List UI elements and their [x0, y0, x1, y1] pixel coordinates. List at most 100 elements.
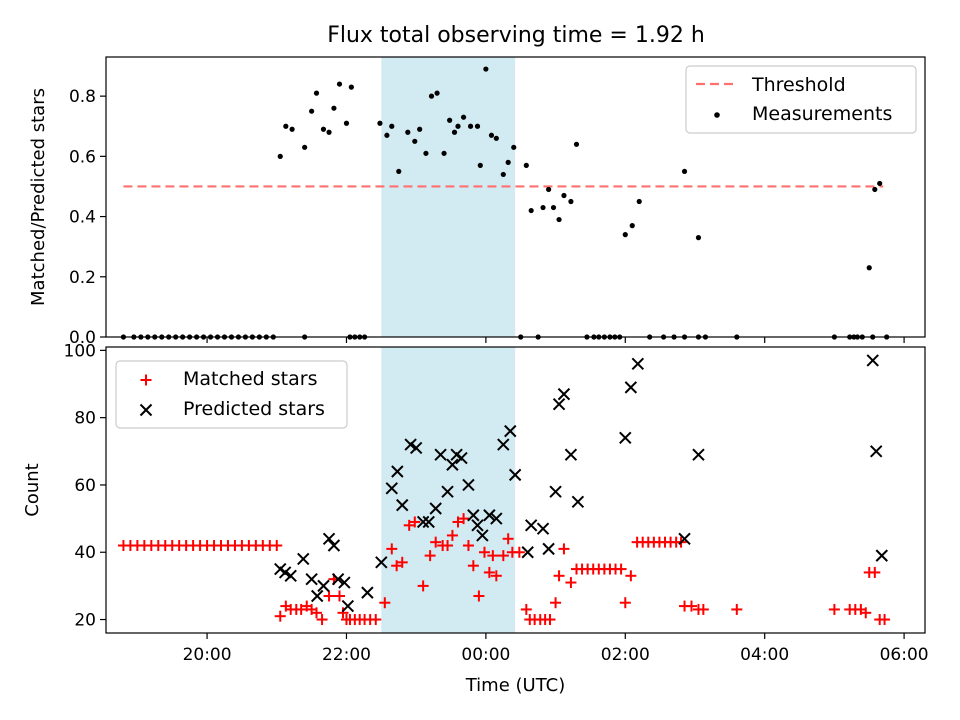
predicted-star-point [552, 397, 566, 411]
predicted-star-point [557, 387, 571, 401]
measurement-point [568, 198, 574, 205]
top-y-axis-ticks: 0.0 0.2 0.4 0.6 0.8 [69, 87, 106, 348]
legend-predicted-label: Predicted stars [183, 398, 325, 420]
measurement-point [377, 120, 383, 126]
measurement-point [493, 135, 499, 141]
predicted-star-point [441, 485, 454, 498]
matched-star-point [403, 519, 415, 531]
matched-star-point [615, 563, 627, 575]
measurement-point [283, 123, 289, 129]
matched-star-point [337, 607, 349, 619]
figure-title: Flux total observing time = 1.92 h [327, 23, 705, 48]
matched-star-point [513, 546, 525, 558]
measurement-point [336, 81, 343, 87]
bottom-legend: Matched stars Predicted stars [115, 360, 348, 429]
measurement-point [483, 66, 489, 72]
legend-threshold-label: Threshold [751, 74, 846, 96]
predicted-star-point [297, 552, 310, 566]
matched-star-point [625, 570, 637, 582]
measurement-point [441, 150, 447, 156]
matched-star-point [483, 566, 495, 578]
measurement-point [488, 132, 495, 138]
predicted-star-point [504, 424, 517, 438]
predicted-star-point [409, 441, 423, 455]
measurement-point [629, 223, 635, 229]
matched-star-point [553, 570, 565, 582]
predicted-star-point [327, 539, 341, 552]
predicted-stars-points [274, 354, 888, 613]
legend-matched-swatch [140, 374, 152, 386]
top-highlight-span [381, 57, 516, 337]
predicted-star-point [490, 512, 503, 525]
predicted-star-point [875, 549, 888, 562]
measurement-point [505, 159, 511, 165]
measurement-point [477, 162, 483, 168]
matched-star-point [828, 603, 840, 615]
predicted-star-point [678, 532, 691, 545]
predicted-star-point [462, 478, 475, 492]
predicted-star-point [524, 519, 538, 532]
predicted-star-point [416, 515, 430, 529]
measurement-point [405, 129, 411, 135]
predicted-star-point [331, 572, 345, 586]
measurement-point [511, 144, 517, 150]
measurement-point [455, 123, 461, 129]
bottom-x-tick-label: 20:00 [183, 645, 232, 665]
predicted-star-point [619, 431, 632, 445]
predicted-star-point [631, 357, 645, 371]
bottom-y-axis-label: Count [22, 463, 43, 516]
bottom-legend-box [115, 360, 348, 429]
predicted-star-point [396, 498, 409, 512]
legend-predicted-marker [139, 403, 153, 417]
predicted-star-point [508, 468, 522, 482]
measurement-point [326, 129, 332, 135]
predicted-star-point [536, 522, 550, 535]
measurement-point [540, 204, 546, 211]
top-legend: Threshold Measurements [685, 65, 917, 134]
matched-star-point [487, 550, 499, 562]
predicted-star-point [385, 482, 398, 495]
measurement-point [872, 186, 878, 193]
matched-star-point [409, 516, 421, 528]
matched-star-point [869, 566, 881, 578]
matched-star-point [860, 607, 872, 619]
matched-star-point [685, 600, 697, 612]
top-y-tick-label: 0.4 [69, 208, 96, 228]
matched-star-point [424, 550, 436, 562]
predicted-star-point [434, 448, 447, 461]
legend-matched-label: Matched stars [183, 368, 317, 390]
predicted-star-point [542, 542, 555, 556]
predicted-star-point [564, 448, 578, 461]
matched-star-point [417, 580, 429, 592]
matched-star-point [550, 597, 562, 609]
bottom-x-axis-ticks: 20:00 22:00 00:00 02:00 04:00 06:00 [183, 633, 929, 665]
measurement-point [277, 153, 283, 159]
top-legend-box [685, 65, 917, 134]
measurement-point [384, 132, 390, 138]
predicted-star-point [521, 546, 534, 559]
legend-predicted-swatch [139, 403, 153, 417]
measurement-point [550, 204, 557, 211]
matched-star-point [274, 610, 286, 622]
top-y-tick-label: 0.8 [69, 87, 96, 107]
measurement-point [309, 108, 315, 114]
predicted-star-point [361, 586, 374, 599]
matched-star-point [430, 536, 442, 548]
measurement-point [546, 186, 552, 193]
matched-star-point [520, 603, 532, 615]
top-panel: 0.00.20.40.60.8 Matched/Predicted stars … [28, 56, 926, 348]
matched-star-point [473, 590, 485, 602]
matched-star-point [271, 540, 283, 552]
matched-star-point [379, 597, 391, 609]
predicted-star-point [338, 576, 351, 589]
predicted-star-point [446, 458, 459, 471]
measurement-point [460, 114, 467, 120]
measurement-point [573, 141, 580, 147]
predicted-star-point [476, 529, 489, 542]
top-y-tick-label: 0.2 [69, 268, 96, 288]
measurement-point [289, 126, 295, 132]
measurement-point [343, 120, 350, 126]
predicted-star-point [483, 509, 496, 522]
matched-star-point [558, 543, 570, 555]
